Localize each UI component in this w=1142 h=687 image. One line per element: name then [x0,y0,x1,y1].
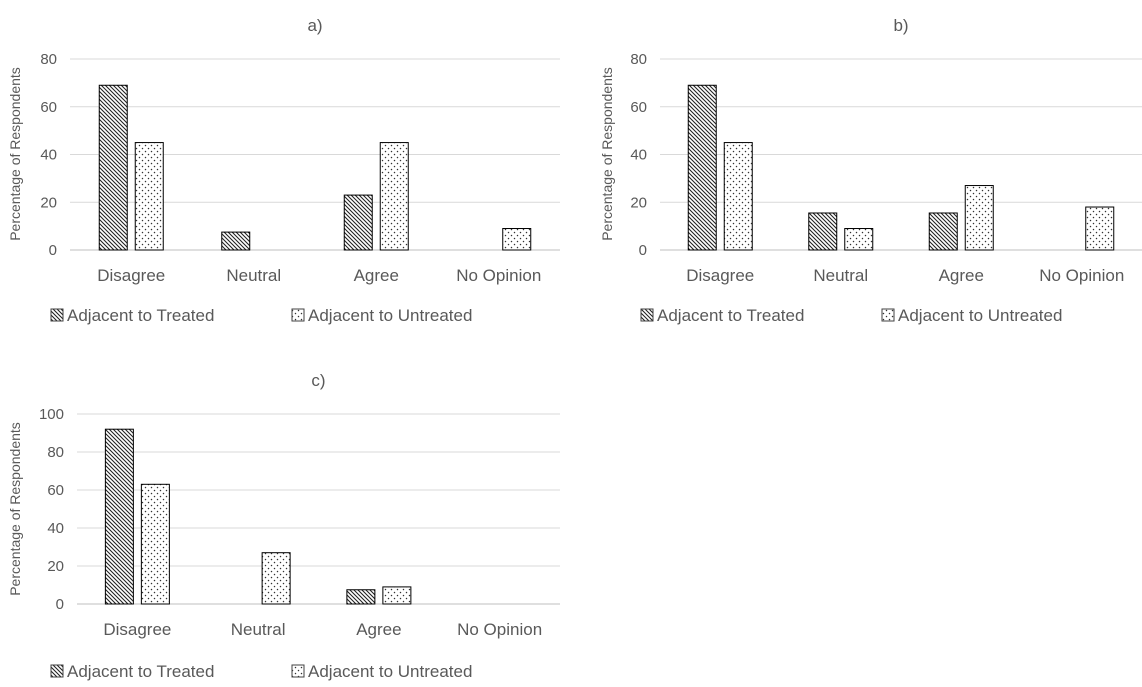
bar-adjacent-treated [221,231,251,251]
bar-adjacent-treated [104,428,134,605]
bar-adjacent-untreated [261,552,291,605]
legend-label: Adjacent to Treated [657,306,804,325]
y-tick-label: 40 [40,147,57,164]
y-tick-label: 60 [47,482,64,499]
bar-adjacent-treated [98,84,128,251]
bar-adjacent-treated [928,212,958,251]
legend-swatch [50,664,64,678]
y-tick-label: 60 [40,99,57,116]
legend-label: Adjacent to Treated [67,306,214,325]
legend-swatch [291,664,305,678]
legend-label: Adjacent to Untreated [898,306,1062,325]
chart-title: b) [893,16,908,35]
x-category-label: No Opinion [457,620,542,639]
bar-adjacent-treated [808,212,838,251]
y-tick-label: 80 [40,51,57,68]
legend-label: Adjacent to Treated [67,662,214,681]
bar-adjacent-untreated [723,142,753,251]
bar-adjacent-untreated [140,483,170,605]
x-category-label: Agree [354,266,399,285]
y-axis-label: Percentage of Respondents [7,422,23,596]
x-category-label: Disagree [103,620,171,639]
legend-label: Adjacent to Untreated [308,306,472,325]
legend-swatch [881,308,895,322]
bar-adjacent-untreated [382,586,412,605]
y-tick-label: 0 [56,596,64,613]
y-tick-label: 40 [47,520,64,537]
x-category-label: No Opinion [1039,266,1124,285]
x-category-label: Neutral [231,620,286,639]
bar-adjacent-untreated [964,185,994,251]
y-tick-label: 60 [630,99,647,116]
y-tick-label: 100 [39,406,64,423]
x-category-label: Neutral [813,266,868,285]
bar-adjacent-untreated [502,228,532,251]
x-category-label: Agree [939,266,984,285]
bar-adjacent-untreated [1085,206,1115,251]
x-category-label: Disagree [686,266,754,285]
y-tick-label: 20 [47,558,64,575]
chart-c: c) Percentage of Respondents 0 20 40 60 80 100 D… [7,371,560,681]
y-tick-label: 0 [49,242,57,259]
y-tick-label: 20 [40,194,57,211]
chart-title: a) [307,16,322,35]
y-tick-label: 80 [630,51,647,68]
y-axis-label: Percentage of Respondents [599,67,615,241]
y-tick-label: 80 [47,444,64,461]
bar-adjacent-treated [687,84,717,251]
chart-title: c) [311,371,325,390]
x-category-label: Disagree [97,266,165,285]
bar-adjacent-untreated [379,142,409,251]
bar-adjacent-untreated [844,228,874,251]
bar-adjacent-treated [346,589,376,605]
legend-label: Adjacent to Untreated [308,662,472,681]
chart-b: b) Percentage of Respondents 0 20 40 60 80 Disa… [599,16,1142,325]
y-tick-label: 20 [630,194,647,211]
legend-swatch [640,308,654,322]
legend-swatch [291,308,305,322]
x-category-label: Agree [356,620,401,639]
x-category-label: Neutral [226,266,281,285]
y-tick-label: 0 [639,242,647,259]
bar-adjacent-treated [343,194,373,251]
bar-adjacent-untreated [134,142,164,251]
x-category-label: No Opinion [456,266,541,285]
y-tick-label: 40 [630,147,647,164]
legend-swatch [50,308,64,322]
chart-a: a) Percentage of Respondents 0 20 40 60 80 Disa… [7,16,560,325]
y-axis-label: Percentage of Respondents [7,67,23,241]
